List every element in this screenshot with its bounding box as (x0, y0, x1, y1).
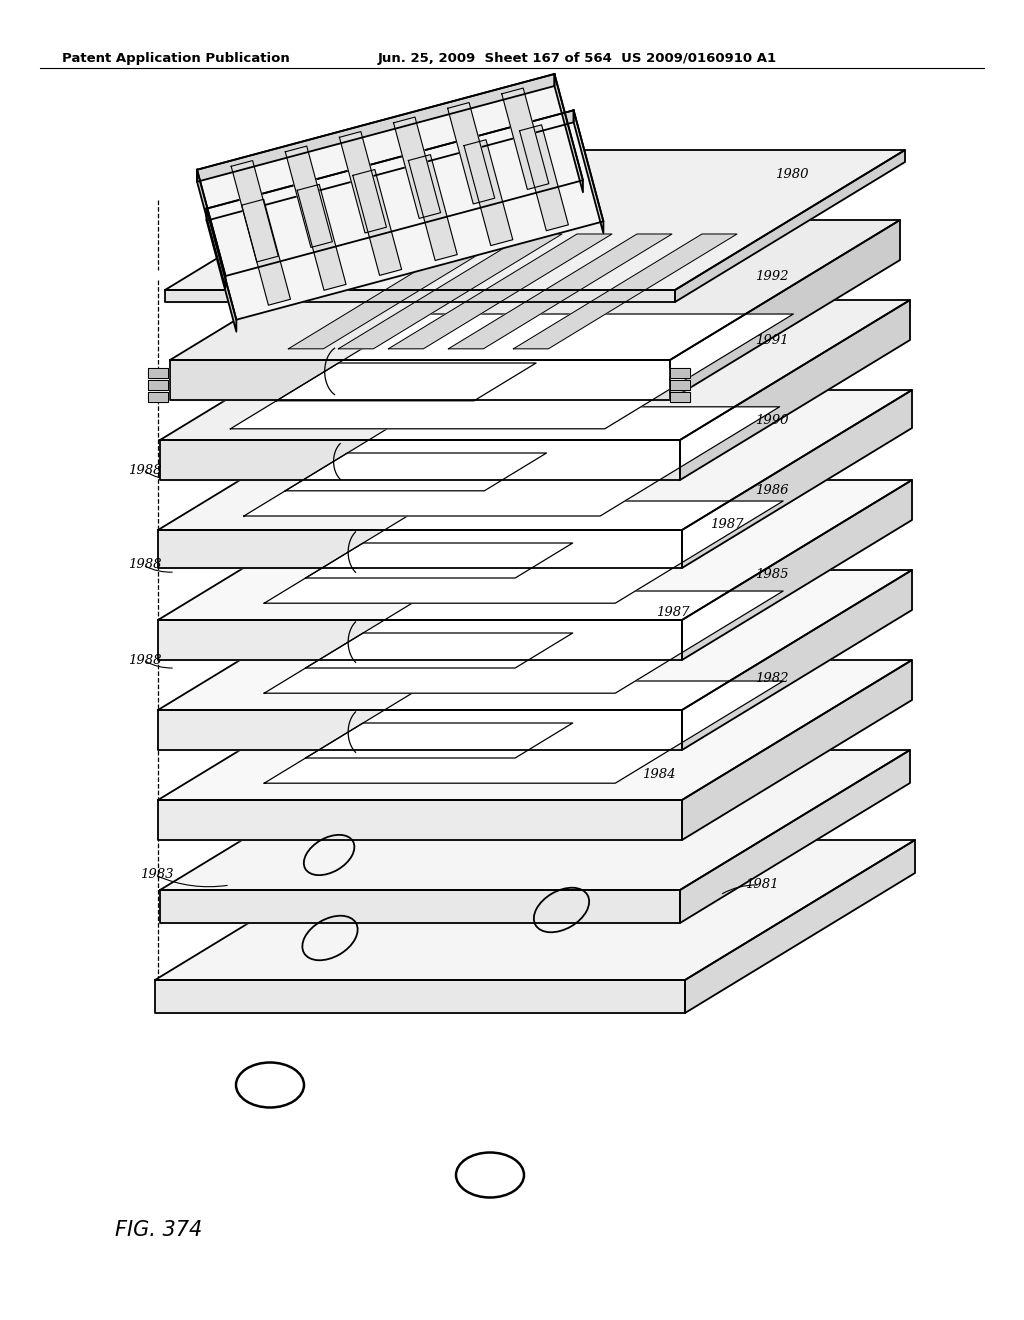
Polygon shape (305, 543, 572, 578)
Polygon shape (685, 840, 915, 1012)
Polygon shape (242, 199, 291, 305)
Polygon shape (165, 150, 905, 290)
Text: 1990: 1990 (755, 413, 788, 426)
Polygon shape (276, 363, 537, 401)
Polygon shape (573, 111, 603, 234)
Polygon shape (244, 407, 779, 516)
Polygon shape (353, 169, 401, 276)
Text: 1984: 1984 (642, 768, 676, 781)
Polygon shape (197, 74, 554, 182)
Polygon shape (155, 840, 915, 979)
Polygon shape (670, 368, 690, 378)
Polygon shape (675, 150, 905, 302)
Polygon shape (519, 125, 568, 231)
Text: 1992: 1992 (755, 271, 788, 284)
Polygon shape (230, 314, 794, 429)
Polygon shape (682, 660, 912, 840)
Polygon shape (160, 300, 910, 440)
Polygon shape (158, 570, 912, 710)
Polygon shape (286, 147, 333, 247)
Text: 1985: 1985 (755, 569, 788, 582)
Polygon shape (393, 117, 440, 218)
Polygon shape (682, 389, 912, 568)
Polygon shape (409, 154, 457, 260)
Polygon shape (682, 480, 912, 660)
Polygon shape (158, 800, 682, 840)
Text: Patent Application Publication: Patent Application Publication (62, 51, 290, 65)
Polygon shape (158, 480, 912, 620)
Polygon shape (158, 710, 682, 750)
Text: 1981: 1981 (745, 879, 778, 891)
Text: FIG. 374: FIG. 374 (115, 1220, 203, 1239)
Text: 1991: 1991 (755, 334, 788, 346)
Polygon shape (158, 620, 682, 660)
Polygon shape (680, 300, 910, 480)
Polygon shape (170, 360, 670, 400)
Polygon shape (148, 380, 168, 389)
Polygon shape (680, 750, 910, 923)
Polygon shape (148, 392, 168, 403)
Polygon shape (339, 132, 386, 232)
Polygon shape (502, 88, 549, 190)
Text: Jun. 25, 2009  Sheet 167 of 564  US 2009/0160910 A1: Jun. 25, 2009 Sheet 167 of 564 US 2009/0… (378, 51, 777, 65)
Polygon shape (160, 890, 680, 923)
Polygon shape (264, 502, 783, 603)
Polygon shape (682, 570, 912, 750)
Text: 1988: 1988 (128, 653, 162, 667)
Polygon shape (158, 389, 912, 531)
Text: 1982: 1982 (755, 672, 788, 685)
Polygon shape (554, 74, 583, 193)
Text: 1983: 1983 (140, 869, 173, 882)
Polygon shape (165, 290, 675, 302)
Polygon shape (158, 660, 912, 800)
Polygon shape (305, 723, 572, 758)
Polygon shape (464, 140, 513, 246)
Polygon shape (170, 220, 900, 360)
Polygon shape (207, 111, 573, 220)
Polygon shape (338, 234, 562, 348)
Polygon shape (197, 74, 583, 276)
Polygon shape (289, 234, 512, 348)
Polygon shape (231, 161, 279, 261)
Polygon shape (286, 453, 547, 491)
Polygon shape (155, 979, 685, 1012)
Text: 1988: 1988 (128, 558, 162, 572)
Polygon shape (207, 111, 603, 319)
Polygon shape (447, 103, 495, 203)
Polygon shape (297, 185, 346, 290)
Polygon shape (158, 531, 682, 568)
Text: 1987: 1987 (656, 606, 689, 619)
Polygon shape (513, 234, 737, 348)
Polygon shape (160, 440, 680, 480)
Text: 1986: 1986 (755, 483, 788, 496)
Polygon shape (449, 234, 672, 348)
Text: 1987: 1987 (710, 519, 743, 532)
Polygon shape (207, 209, 237, 331)
Polygon shape (264, 681, 783, 783)
Text: 1988: 1988 (128, 463, 162, 477)
Polygon shape (264, 591, 783, 693)
Polygon shape (670, 392, 690, 403)
Text: 1980: 1980 (775, 169, 809, 181)
Polygon shape (148, 368, 168, 378)
Polygon shape (388, 234, 612, 348)
Polygon shape (670, 380, 690, 389)
Polygon shape (305, 634, 572, 668)
Polygon shape (160, 750, 910, 890)
Polygon shape (670, 220, 900, 400)
Polygon shape (197, 170, 225, 288)
